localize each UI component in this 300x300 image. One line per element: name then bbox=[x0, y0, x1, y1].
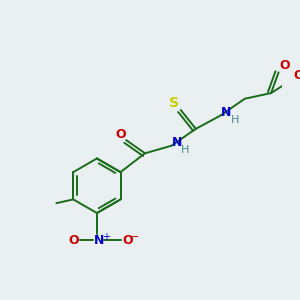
Text: S: S bbox=[169, 96, 179, 110]
Text: O: O bbox=[68, 234, 79, 247]
Text: +: + bbox=[102, 232, 110, 242]
Text: O: O bbox=[293, 69, 300, 82]
Text: O: O bbox=[279, 59, 290, 72]
Text: −: − bbox=[130, 232, 139, 242]
Text: N: N bbox=[221, 106, 231, 119]
Text: H: H bbox=[231, 116, 239, 125]
Text: H: H bbox=[181, 146, 190, 155]
Text: N: N bbox=[94, 234, 104, 247]
Text: O: O bbox=[123, 234, 133, 247]
Text: N: N bbox=[172, 136, 182, 149]
Text: O: O bbox=[115, 128, 126, 141]
